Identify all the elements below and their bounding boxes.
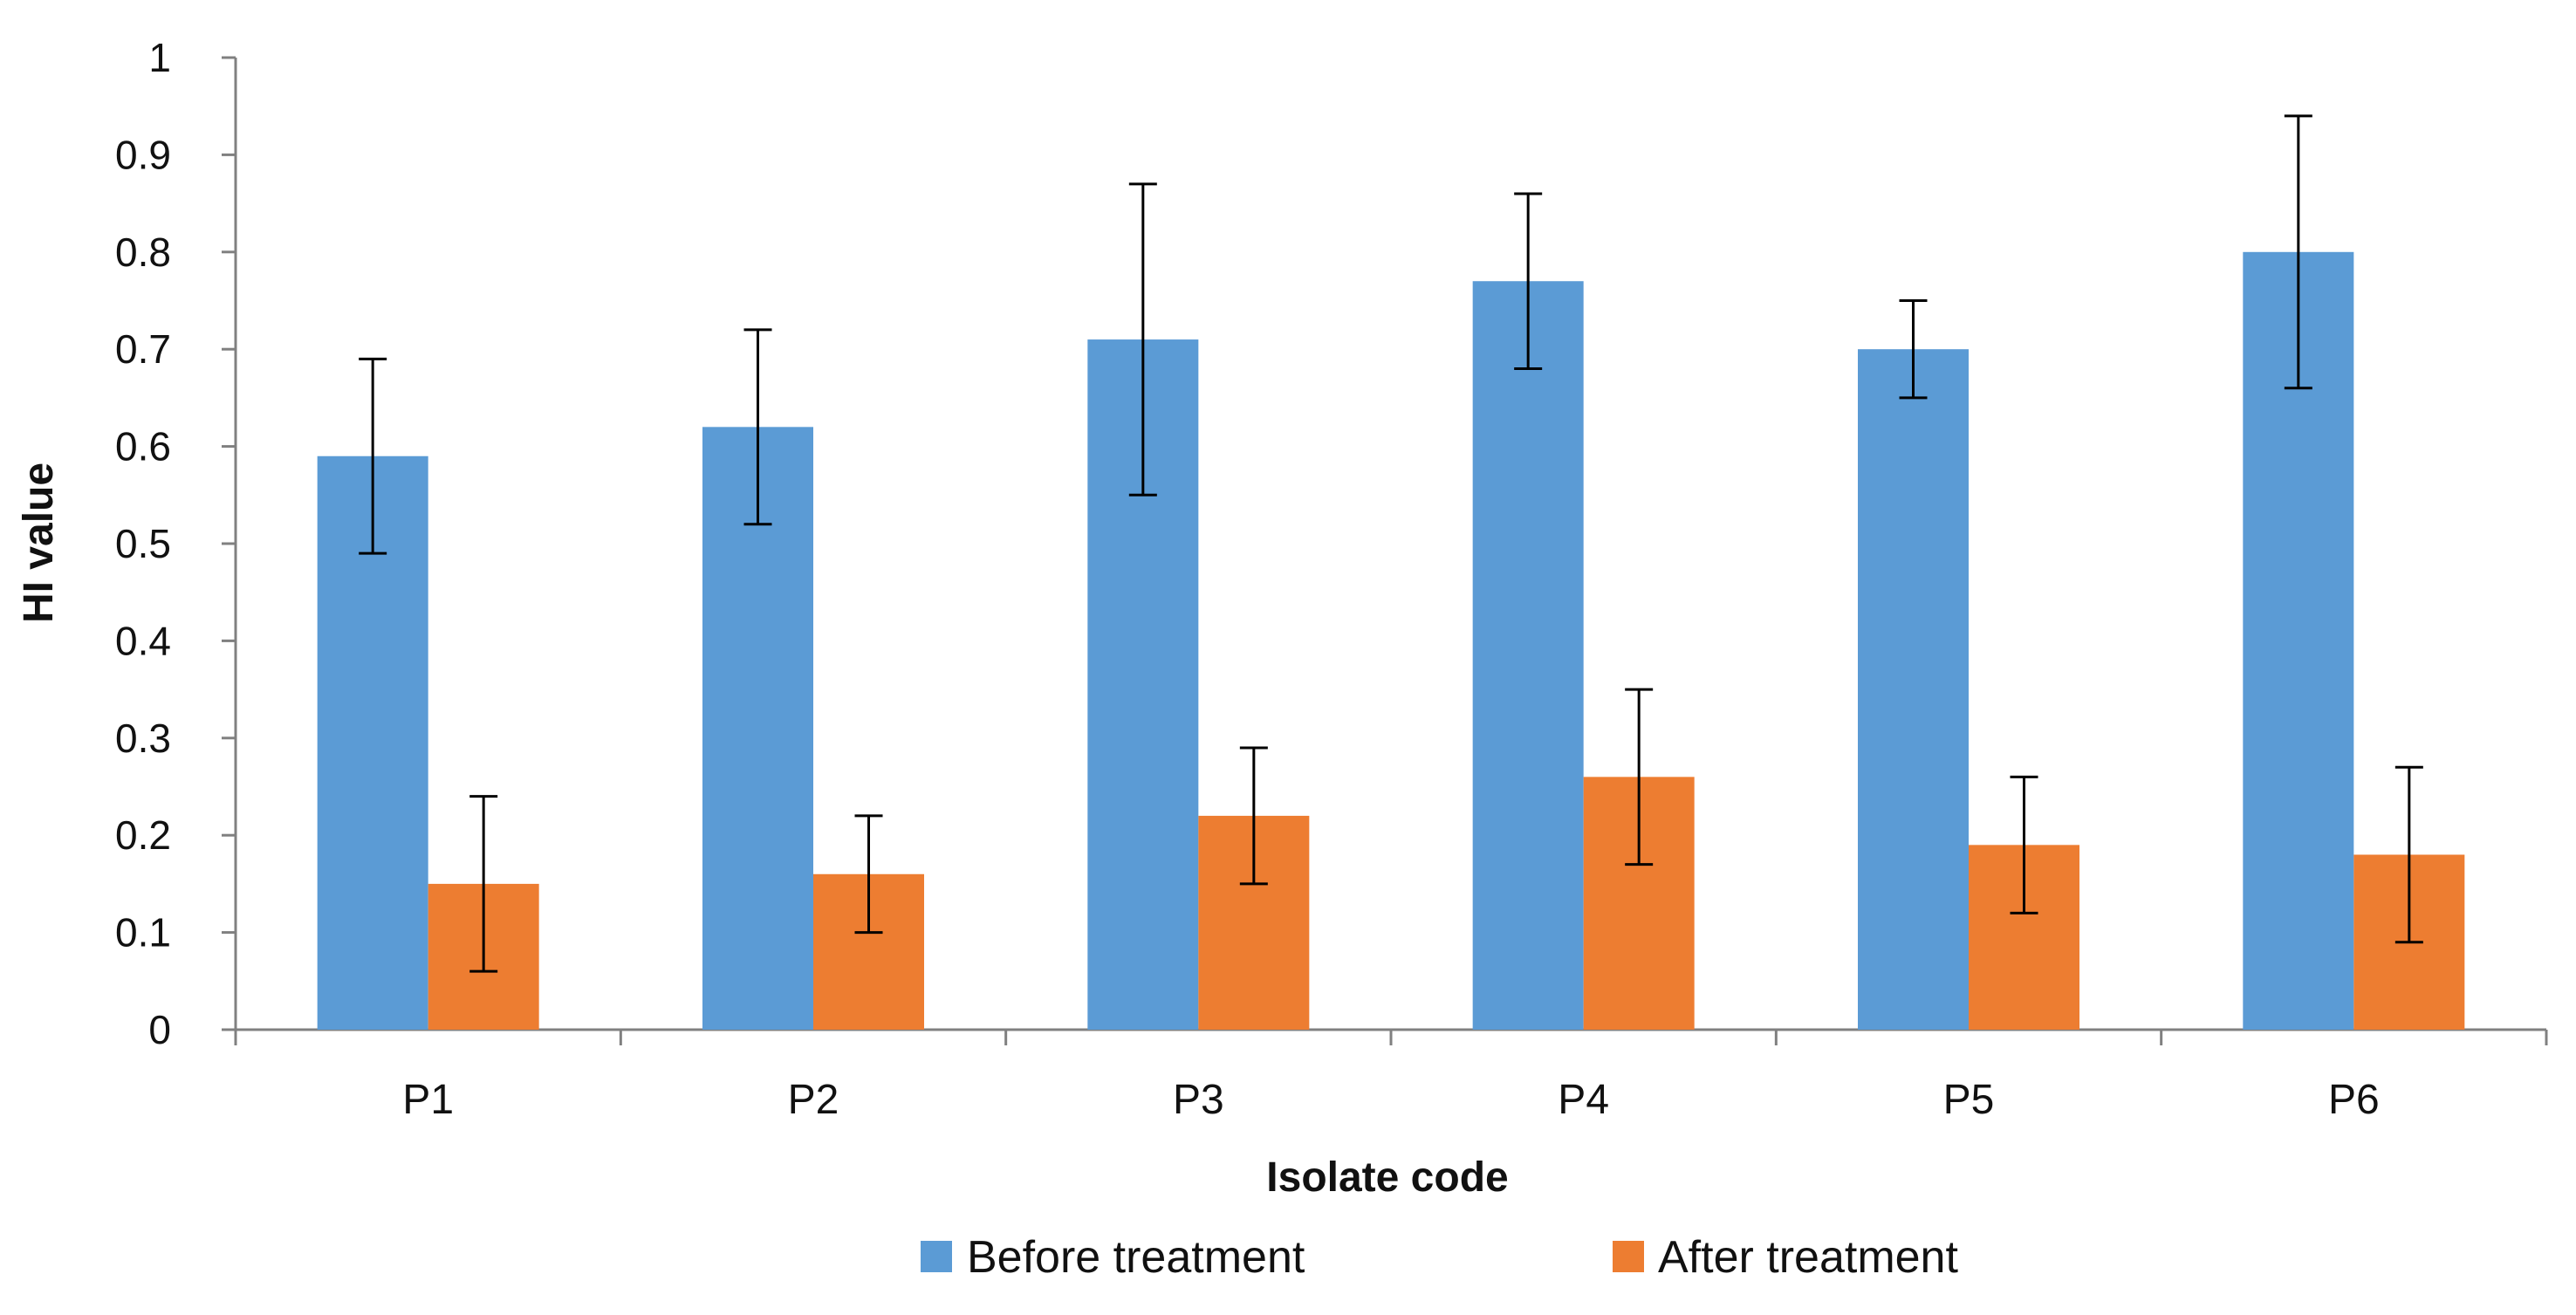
legend-label-after: After treatment xyxy=(1658,1232,1958,1283)
x-tick-label: P6 xyxy=(2328,1077,2380,1123)
y-tick-label: 0 xyxy=(148,1007,171,1052)
y-tick-label: 0.7 xyxy=(115,326,171,372)
x-tick-label: P4 xyxy=(1558,1077,1609,1123)
y-tick-label: 0.9 xyxy=(115,132,171,177)
legend-swatch-after xyxy=(1613,1241,1644,1272)
labels: 0 0.1 0.2 0.3 0.4 0.5 0.6 0.7 0.8 0.9 1 P1 P2 P3 P4 P5 P… xyxy=(115,35,2380,1123)
x-tick-label: P2 xyxy=(788,1077,839,1123)
error-bars xyxy=(359,114,2423,973)
legend-swatch-before xyxy=(921,1241,952,1272)
bars xyxy=(317,251,2465,1031)
bar-before-p4 xyxy=(1472,281,1584,1031)
bar-before-p2 xyxy=(702,427,813,1030)
legend: Before treatment After treatment xyxy=(921,1232,1958,1283)
y-tick-label: 0.4 xyxy=(115,618,171,663)
y-tick-label: 0.8 xyxy=(115,229,171,275)
x-tick-label: P1 xyxy=(402,1077,454,1123)
y-tick-label: 0.3 xyxy=(115,716,171,761)
y-tick-label: 0.6 xyxy=(115,424,171,469)
x-tick-label: P5 xyxy=(1943,1077,1995,1123)
y-tick-label: 0.1 xyxy=(115,910,171,955)
y-tick-label: 1 xyxy=(148,35,171,80)
y-tick-label: 0.5 xyxy=(115,521,171,566)
legend-label-before: Before treatment xyxy=(967,1232,1305,1283)
axes xyxy=(222,56,2548,1045)
x-axis-title: Isolate code xyxy=(1266,1154,1508,1201)
y-axis-title: HI value xyxy=(16,462,62,623)
x-tick-label: P3 xyxy=(1173,1077,1224,1123)
y-tick-label: 0.2 xyxy=(115,812,171,858)
bar-before-p5 xyxy=(1858,349,1969,1030)
